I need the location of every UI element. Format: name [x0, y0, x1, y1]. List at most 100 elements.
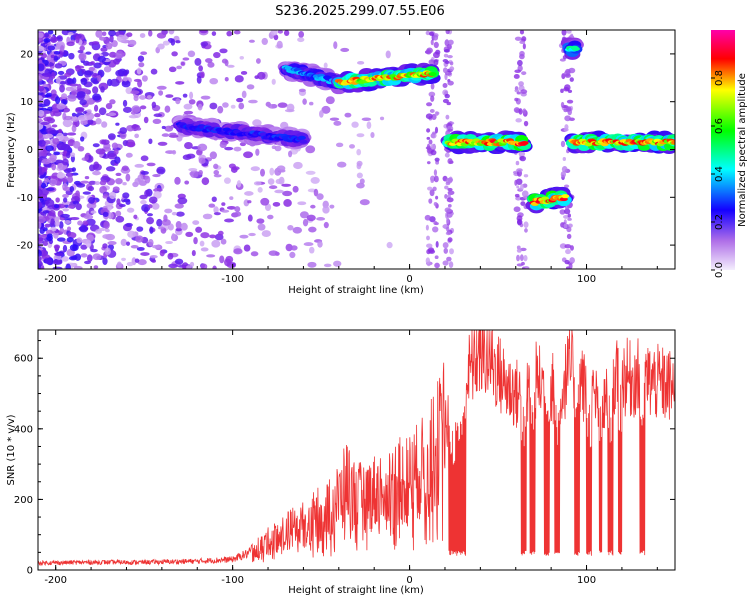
heatmap-speckle — [248, 99, 258, 104]
heatmap-speckle — [379, 116, 385, 121]
heatmap-speckle — [174, 176, 181, 185]
heatmap-speckle — [67, 94, 77, 102]
heatmap-speckle — [194, 57, 202, 66]
heatmap-speckle — [199, 30, 208, 34]
heatmap-speckle — [182, 93, 188, 98]
heatmap-speckle — [134, 258, 140, 263]
heatmap-speckle — [221, 58, 228, 64]
heatmap-column-speckle — [520, 247, 527, 252]
heatmap-speckle — [64, 168, 71, 174]
heatmap-speckle — [239, 55, 244, 60]
heatmap-speckle — [189, 261, 195, 267]
heatmap-speckle — [151, 202, 160, 210]
heatmap-speckle — [38, 132, 44, 140]
heatmap-speckle — [176, 65, 183, 70]
heatmap-speckle — [161, 133, 170, 137]
heatmap-speckle — [150, 259, 156, 263]
heatmap-speckle — [157, 141, 168, 146]
heatmap-speckle — [156, 32, 167, 39]
heatmap-speckle — [157, 43, 165, 50]
heatmap-column-speckle — [564, 259, 570, 265]
heatmap-speckle — [260, 197, 270, 206]
heatmap-speckle — [135, 235, 144, 243]
heatmap-speckle — [182, 57, 190, 61]
heatmap-speckle — [122, 76, 128, 82]
heatmap-column-speckle — [561, 30, 567, 36]
heatmap-speckle — [65, 172, 74, 178]
heatmap-column-speckle — [523, 266, 530, 269]
heatmap-speckle — [121, 80, 131, 88]
heatmap-speckle — [41, 53, 48, 59]
heatmap-speckle — [87, 197, 95, 204]
heatmap-speckle — [122, 182, 127, 186]
heatmap-column-speckle — [449, 248, 454, 255]
heatmap-column-speckle — [430, 39, 434, 46]
heatmap-column-speckle — [449, 61, 454, 66]
heatmap-column-speckle — [426, 143, 431, 151]
heatmap-speckle — [84, 260, 91, 265]
heatmap-speckle — [55, 252, 64, 257]
heatmap-speckle — [184, 141, 193, 150]
heatmap-speckle — [270, 30, 278, 36]
heatmap-speckle — [55, 96, 61, 105]
heatmap-speckle — [58, 221, 64, 230]
heatmap-column-speckle — [559, 209, 566, 215]
heatmap-speckle — [92, 253, 102, 261]
heatmap-speckle — [317, 240, 323, 248]
heatmap-speckle — [201, 177, 210, 186]
heatmap-speckle — [140, 252, 150, 257]
heatmap-speckle — [233, 248, 243, 255]
heatmap-speckle — [146, 95, 152, 99]
heatmap-speckle — [67, 31, 74, 36]
heatmap-speckle — [303, 242, 314, 247]
heatmap-speckle — [200, 71, 205, 79]
snr-ytick-label: 400 — [14, 424, 33, 435]
heatmap-speckle — [319, 110, 324, 118]
heatmap-speckle — [68, 52, 75, 60]
heatmap-column-speckle — [560, 88, 564, 94]
heatmap-speckle — [131, 105, 141, 113]
heatmap-column-speckle — [442, 242, 449, 249]
heatmap-speckle — [356, 182, 365, 189]
heatmap-speckle — [90, 248, 98, 253]
heatmap-speckle — [53, 51, 61, 55]
heatmap-speckle — [308, 226, 317, 233]
heatmap-speckle — [93, 104, 99, 112]
heatmap-speckle — [59, 81, 67, 85]
heatmap-speckle — [356, 133, 365, 138]
heatmap-speckle — [167, 252, 174, 260]
heatmap-speckle — [370, 132, 375, 138]
heatmap-speckle — [103, 66, 112, 73]
heatmap-speckle — [69, 152, 76, 158]
heatmap-speckle — [356, 172, 363, 179]
heatmap-speckle — [211, 196, 217, 203]
heatmap-speckle — [292, 185, 299, 193]
heatmap-speckle — [76, 237, 83, 244]
heatmap-speckle — [197, 143, 208, 152]
heatmap-speckle — [98, 107, 107, 116]
heatmap-column-speckle — [444, 93, 450, 99]
heatmap-speckle — [141, 75, 148, 82]
heatmap-speckle — [198, 170, 203, 176]
heatmap-speckle — [233, 30, 241, 35]
heatmap-speckle — [136, 226, 144, 232]
heatmap-speckle — [193, 236, 198, 245]
heatmap-speckle — [73, 141, 81, 149]
heatmap-speckle — [97, 75, 102, 82]
heatmap-column-speckle — [447, 80, 454, 86]
heatmap-column-speckle — [515, 160, 520, 166]
heatmap-speckle — [42, 240, 48, 247]
heatmap-speckle — [159, 249, 165, 257]
heatmap-speckle — [255, 148, 260, 156]
heatmap-speckle — [356, 148, 362, 156]
heatmap-speckle — [323, 263, 332, 268]
heatmap-speckle — [53, 216, 60, 222]
heatmap-speckle — [175, 211, 185, 217]
heatmap-speckle — [151, 101, 157, 109]
heatmap-speckle — [113, 58, 121, 65]
heatmap-band-cell — [520, 140, 529, 145]
heatmap-speckle — [268, 250, 279, 256]
heatmap-speckle — [165, 94, 174, 98]
heatmap-speckle — [134, 163, 145, 168]
heatmap-speckle — [148, 30, 153, 37]
